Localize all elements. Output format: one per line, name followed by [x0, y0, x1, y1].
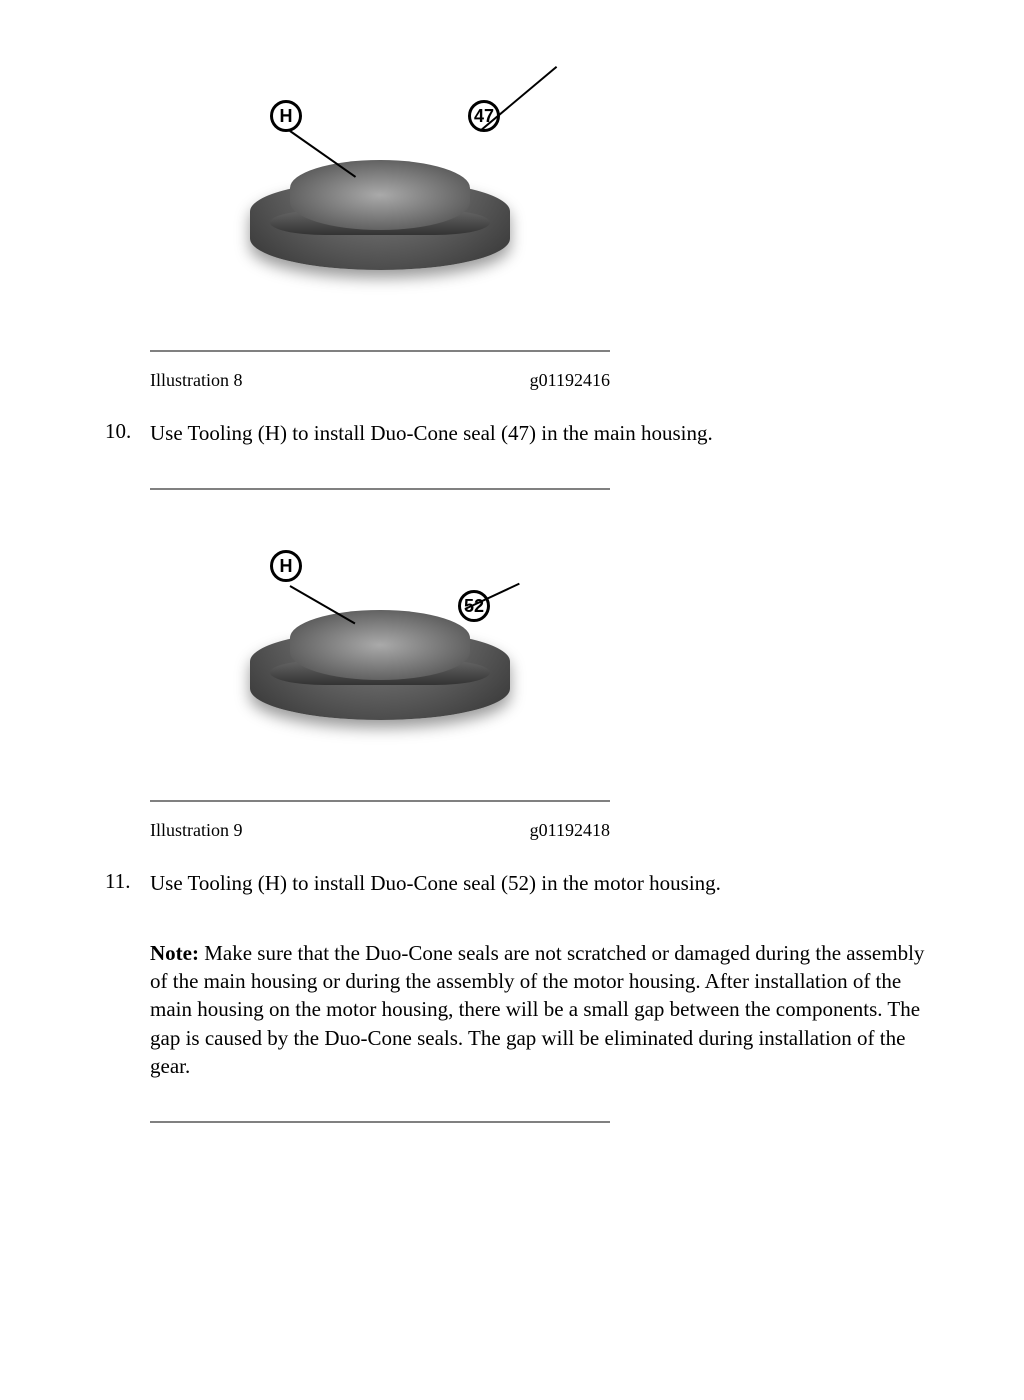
- figure-9-container: H 52 Illustration 9 g01192418: [150, 488, 610, 849]
- figure-8-caption: Illustration 8 g01192416: [150, 362, 610, 399]
- figure-divider-top: [150, 488, 610, 490]
- callout-h-icon: H: [270, 100, 302, 132]
- figure-9-caption: Illustration 9 g01192418: [150, 812, 610, 849]
- callout-52-icon: 52: [458, 590, 490, 622]
- figure-8-container: H 47 Illustration 8 g01192416: [150, 50, 610, 399]
- mechanical-part-illustration: H 52: [240, 540, 520, 740]
- note-body: Make sure that the Duo-Cone seals are no…: [150, 941, 924, 1078]
- step-text: Use Tooling (H) to install Duo-Cone seal…: [150, 869, 944, 898]
- step-number: 10.: [105, 419, 150, 448]
- step-text: Use Tooling (H) to install Duo-Cone seal…: [150, 419, 944, 448]
- callout-line: [479, 66, 557, 132]
- figure-divider: [150, 800, 610, 802]
- illustration-label: Illustration 8: [150, 370, 243, 391]
- figure-8-image: H 47: [150, 50, 610, 330]
- callout-h-icon: H: [270, 550, 302, 582]
- illustration-label: Illustration 9: [150, 820, 243, 841]
- step-number: 11.: [105, 869, 150, 898]
- figure-9-image: H 52: [150, 500, 610, 780]
- mechanical-part-illustration: H 47: [240, 90, 520, 290]
- bottom-divider: [150, 1121, 610, 1123]
- image-id-label: g01192416: [530, 370, 610, 391]
- figure-divider: [150, 350, 610, 352]
- note-paragraph: Note: Make sure that the Duo-Cone seals …: [150, 939, 944, 1081]
- step-11: 11. Use Tooling (H) to install Duo-Cone …: [80, 869, 944, 898]
- image-id-label: g01192418: [530, 820, 610, 841]
- note-label: Note:: [150, 941, 199, 965]
- step-10: 10. Use Tooling (H) to install Duo-Cone …: [80, 419, 944, 448]
